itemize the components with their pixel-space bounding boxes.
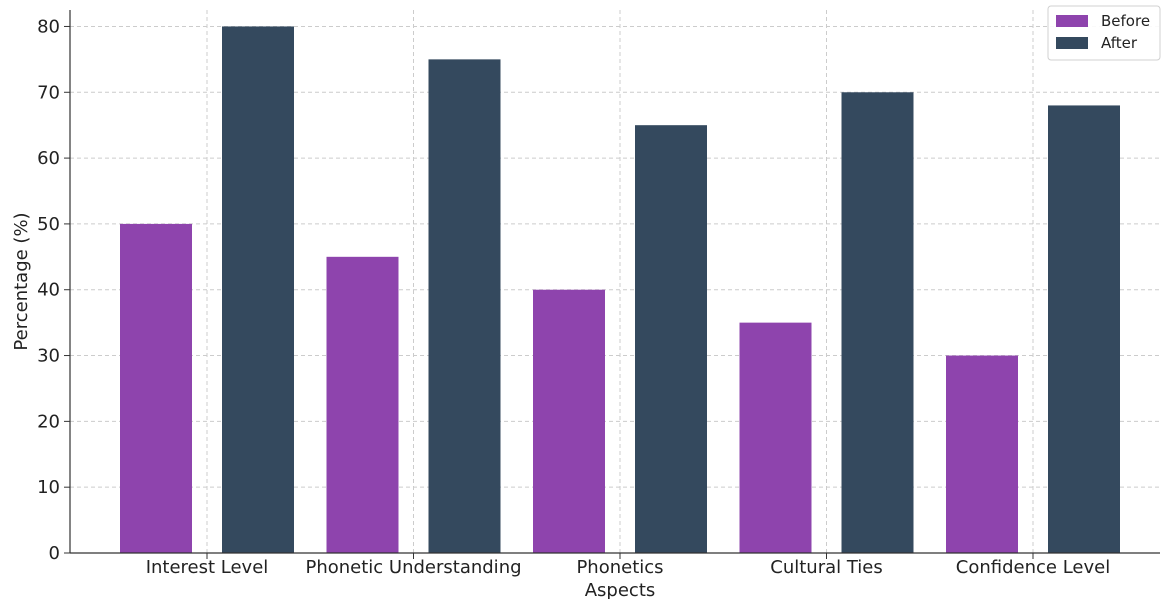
- tick-labels: 0 10 20 30 40 50 60 70 80 Interest Level Phonetic …: [37, 16, 1110, 578]
- axes: [64, 10, 1160, 559]
- bar-after: [841, 92, 914, 553]
- legend-label-after: After: [1101, 34, 1138, 52]
- bar-after: [1048, 105, 1120, 553]
- x-tick-label: Cultural Ties: [770, 557, 883, 578]
- y-tick-label: 60: [37, 148, 60, 169]
- y-axis-title: Percentage (%): [11, 212, 32, 350]
- y-tick-label: 50: [37, 214, 60, 235]
- y-tick-label: 80: [37, 16, 60, 37]
- bar-after: [635, 125, 707, 553]
- legend: Before After: [1047, 5, 1161, 61]
- y-tick-label: 0: [49, 543, 60, 564]
- x-axis-title: Aspects: [585, 580, 656, 599]
- bar-before: [739, 322, 812, 553]
- y-tick-label: 70: [37, 82, 60, 103]
- bar-before: [120, 223, 192, 553]
- y-tick-label: 10: [37, 477, 60, 498]
- bars: [120, 26, 1120, 554]
- bar-before: [533, 289, 605, 553]
- x-tick-label: Phonetic Understanding: [305, 557, 521, 578]
- bar-before: [946, 355, 1018, 553]
- x-tick-label: Phonetics: [576, 557, 663, 578]
- x-tick-label: Confidence Level: [956, 557, 1110, 578]
- legend-label-before: Before: [1101, 12, 1150, 30]
- y-tick-label: 20: [37, 411, 60, 432]
- x-tick-label: Interest Level: [146, 557, 269, 578]
- y-tick-label: 40: [37, 280, 60, 301]
- legend-swatch-before: [1056, 15, 1088, 27]
- bar-after: [428, 59, 501, 553]
- bar-after: [222, 26, 294, 554]
- bar-before: [326, 256, 399, 553]
- y-tick-label: 30: [37, 346, 60, 367]
- legend-swatch-after: [1056, 37, 1088, 49]
